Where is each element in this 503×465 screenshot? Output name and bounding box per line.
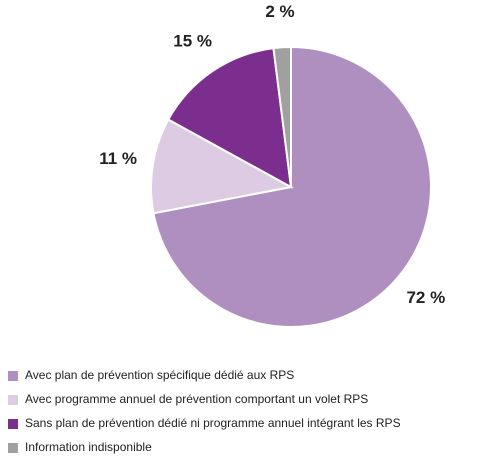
legend-label: Avec programme annuel de prévention comp… (25, 392, 368, 406)
legend-swatch (8, 395, 18, 405)
pie-slice (150, 118, 294, 215)
value-label: 11 % (99, 149, 137, 168)
legend-label: Information indisponible (25, 440, 152, 454)
value-label: 15 % (173, 32, 212, 51)
value-label: 72 % (406, 288, 445, 307)
legend-label: Avec plan de prévention spécifique dédié… (25, 368, 294, 382)
legend-label: Sans plan de prévention dédié ni program… (25, 416, 401, 430)
legend-swatch (8, 443, 18, 453)
pie-slice (272, 45, 292, 188)
value-label: 2 % (265, 2, 294, 21)
pie-slice (166, 46, 293, 189)
legend-swatch (8, 419, 18, 429)
legend-swatch (8, 371, 18, 381)
